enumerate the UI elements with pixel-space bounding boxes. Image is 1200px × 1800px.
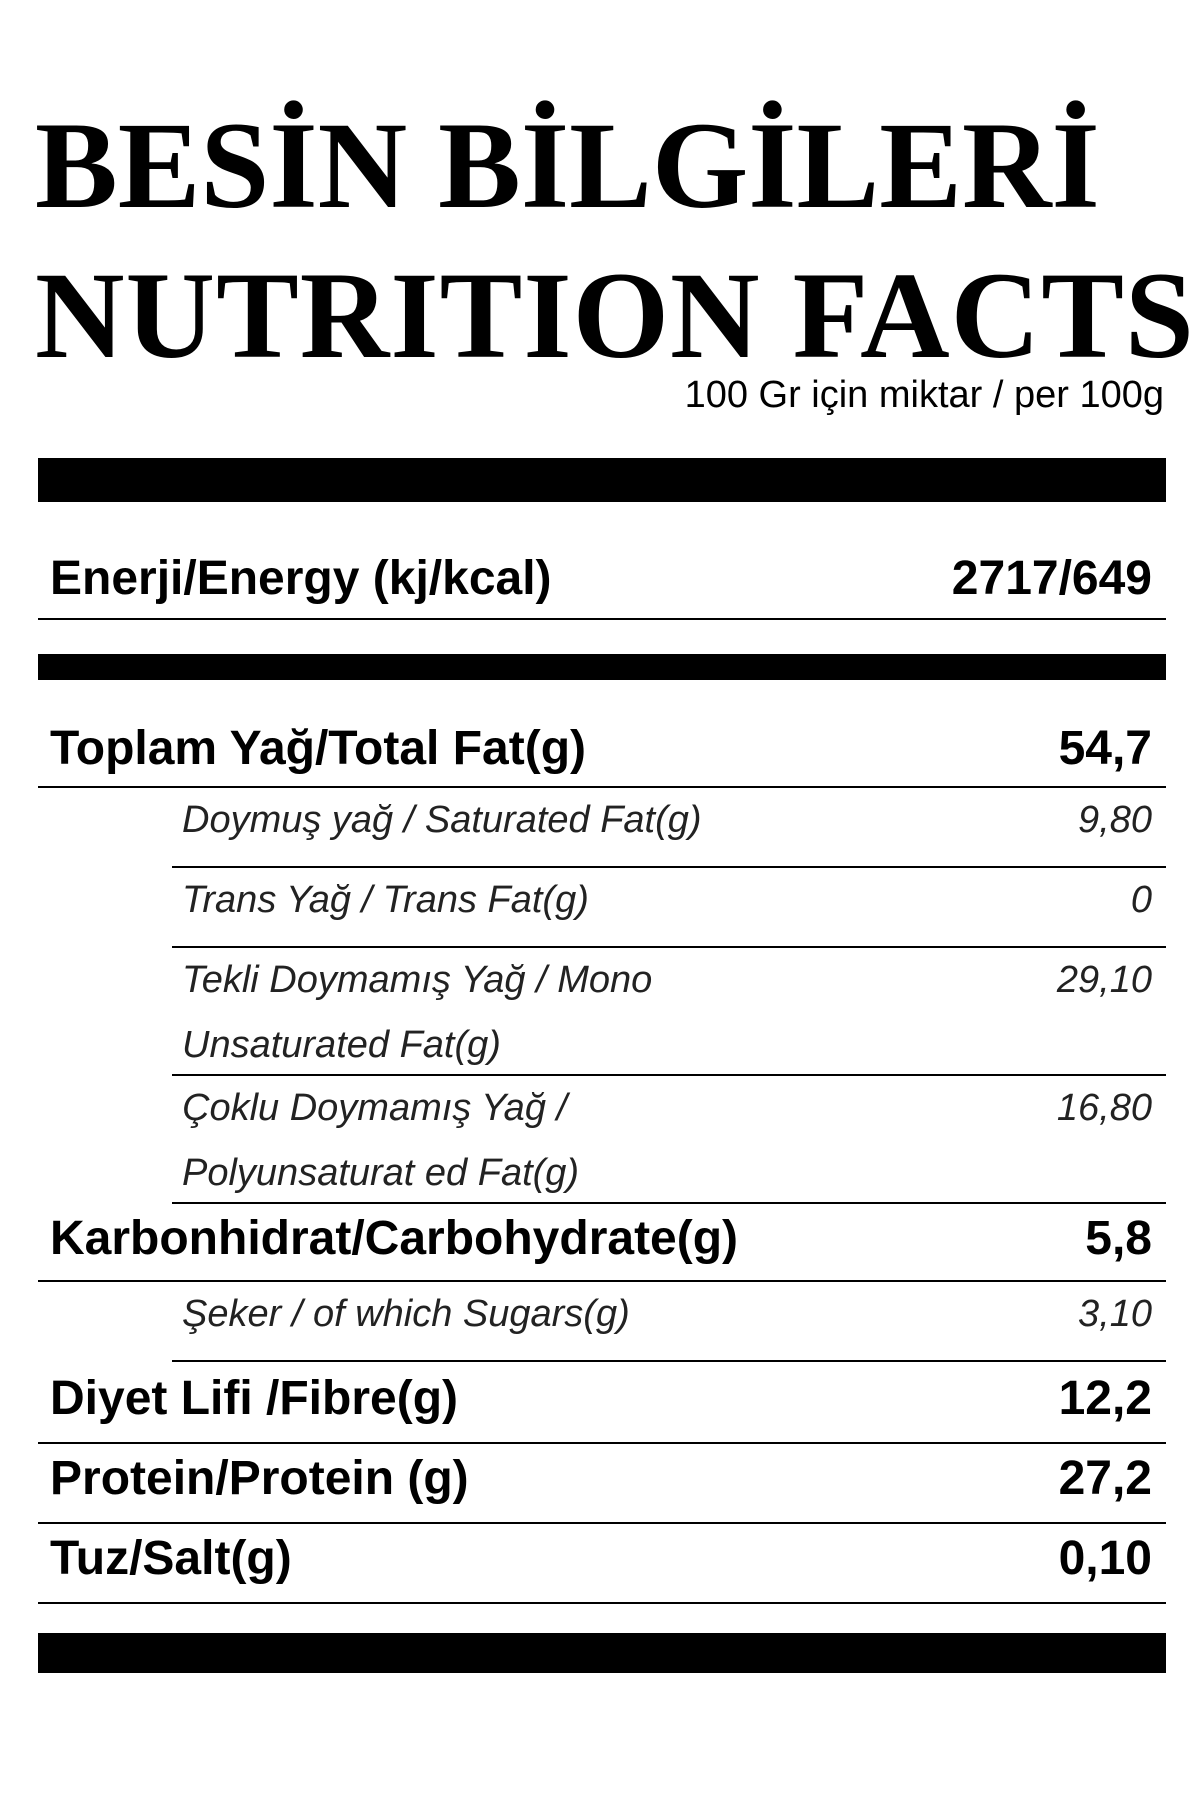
- row-fibre: Diyet Lifi /Fibre(g) 12,2: [38, 1368, 1166, 1444]
- row-label: Trans Yağ / Trans Fat(g): [182, 879, 589, 921]
- title-english: NUTRITION FACTS: [35, 247, 1195, 384]
- row-value: 27,2: [1058, 1452, 1152, 1505]
- title-turkish: BESİN BİLGİLERİ: [35, 97, 1100, 234]
- row-label: Doymuş yağ / Saturated Fat(g): [182, 799, 702, 841]
- row-value: 5,8: [1085, 1212, 1152, 1265]
- row-value: 3,10: [1078, 1293, 1152, 1335]
- row-label: Şeker / of which Sugars(g): [182, 1293, 630, 1335]
- row-value: 2717/649: [951, 552, 1152, 605]
- row-total-fat: Toplam Yağ/Total Fat(g) 54,7: [38, 718, 1166, 788]
- row-protein: Protein/Protein (g) 27,2: [38, 1448, 1166, 1524]
- row-value: 54,7: [1058, 722, 1152, 775]
- divider-bar: [38, 1633, 1166, 1673]
- row-label: Tekli Doymamış Yağ / Mono Unsaturated Fa…: [182, 959, 653, 1066]
- row-saturated-fat: Doymuş yağ / Saturated Fat(g) 9,80: [172, 788, 1166, 868]
- row-trans-fat: Trans Yağ / Trans Fat(g) 0: [172, 868, 1166, 948]
- row-sugars: Şeker / of which Sugars(g) 3,10: [172, 1282, 1166, 1362]
- row-value: 16,80: [1056, 1087, 1152, 1129]
- serving-size: 100 Gr için miktar / per 100g: [684, 374, 1164, 416]
- row-salt: Tuz/Salt(g) 0,10: [38, 1528, 1166, 1604]
- row-label: Karbonhidrat/Carbohydrate(g): [50, 1212, 739, 1265]
- row-label: Enerji/Energy (kj/kcal): [50, 552, 552, 605]
- row-carbohydrate: Karbonhidrat/Carbohydrate(g) 5,8: [38, 1208, 1166, 1282]
- row-value: 0: [1130, 879, 1152, 921]
- row-mono-unsaturated-fat: Tekli Doymamış Yağ / Mono Unsaturated Fa…: [172, 948, 1166, 1076]
- row-value: 29,10: [1056, 959, 1152, 1001]
- row-value: 12,2: [1058, 1372, 1152, 1425]
- row-label: Diyet Lifi /Fibre(g): [50, 1372, 458, 1425]
- row-label: Tuz/Salt(g): [50, 1532, 292, 1585]
- row-label: Protein/Protein (g): [50, 1452, 469, 1505]
- divider-bar: [38, 654, 1166, 680]
- row-value: 0,10: [1058, 1532, 1152, 1585]
- row-energy: Enerji/Energy (kj/kcal) 2717/649: [38, 548, 1166, 620]
- row-label: Çoklu Doymamış Yağ / Polyunsaturat ed Fa…: [182, 1087, 580, 1194]
- row-value: 9,80: [1078, 799, 1152, 841]
- divider-bar: [38, 458, 1166, 502]
- row-poly-unsaturated-fat: Çoklu Doymamış Yağ / Polyunsaturat ed Fa…: [172, 1076, 1166, 1204]
- row-label: Toplam Yağ/Total Fat(g): [50, 722, 587, 775]
